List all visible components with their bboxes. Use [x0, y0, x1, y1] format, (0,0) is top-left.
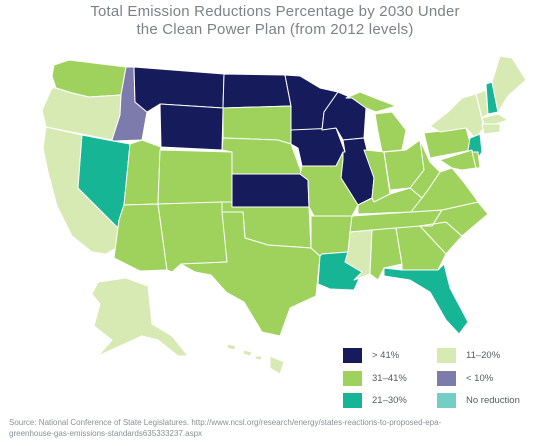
state-maryland — [439, 149, 477, 171]
state-arkansas — [310, 215, 353, 257]
legend-label-31-41: 31–41% — [372, 373, 407, 384]
map-title-line1: Total Emission Reductions Percentage by … — [90, 3, 460, 20]
state-florida — [383, 263, 469, 335]
state-maine — [491, 55, 527, 113]
state-delaware — [471, 151, 481, 169]
state-texas — [180, 211, 321, 337]
source-line-2: greenhouse-gas-emissions-standards635333… — [9, 429, 203, 438]
state-kansas — [231, 173, 310, 208]
legend-item-21-30: 21–30% — [343, 393, 407, 408]
state-missouri — [299, 151, 359, 217]
state-utah — [123, 139, 162, 206]
legend-label-no-reduction: No reduction — [466, 395, 520, 406]
legend-label-11-20: 11–20% — [466, 350, 501, 361]
state-hawaii-4 — [269, 355, 285, 375]
state-iowa — [290, 127, 346, 167]
legend-item-no-reduction: No reduction — [437, 393, 520, 408]
state-colorado — [157, 149, 233, 205]
legend-label-21-30: 21–30% — [372, 395, 407, 406]
state-alaska — [91, 277, 189, 357]
legend-label-lt10: < 10% — [466, 373, 494, 384]
map-title-line2: the Clean Power Plan (from 2012 levels) — [136, 21, 414, 38]
state-hawaii-2 — [242, 349, 253, 357]
legend-swatch-11-20 — [437, 348, 456, 363]
legend-swatch-31-41 — [343, 371, 362, 386]
state-hawaii-1 — [226, 343, 237, 351]
legend-label-gt41: > 41% — [372, 350, 400, 361]
state-michigan — [374, 111, 407, 153]
state-hawaii-3 — [254, 355, 263, 361]
state-michigan-upper — [345, 91, 397, 113]
state-wyoming — [159, 103, 224, 151]
state-nebraska — [221, 137, 303, 175]
state-new-mexico — [157, 201, 228, 273]
legend-swatch-gt41 — [343, 348, 362, 363]
legend-item-11-20: 11–20% — [437, 348, 500, 363]
legend-swatch-21-30 — [343, 393, 362, 408]
source-note: Source: National Conference of State Leg… — [9, 417, 529, 439]
legend-item-31-41: 31–41% — [343, 371, 407, 386]
state-north-dakota — [222, 73, 292, 109]
legend-item-gt41: > 41% — [343, 348, 399, 363]
state-massachusetts — [481, 113, 509, 125]
legend-swatch-no-reduction — [437, 393, 456, 408]
legend-item-lt10: < 10% — [437, 371, 493, 386]
source-line-1: Source: National Conference of State Leg… — [9, 418, 442, 427]
legend-swatch-lt10 — [437, 371, 456, 386]
state-connecticut-ri — [481, 123, 501, 135]
state-virginia — [410, 167, 479, 213]
